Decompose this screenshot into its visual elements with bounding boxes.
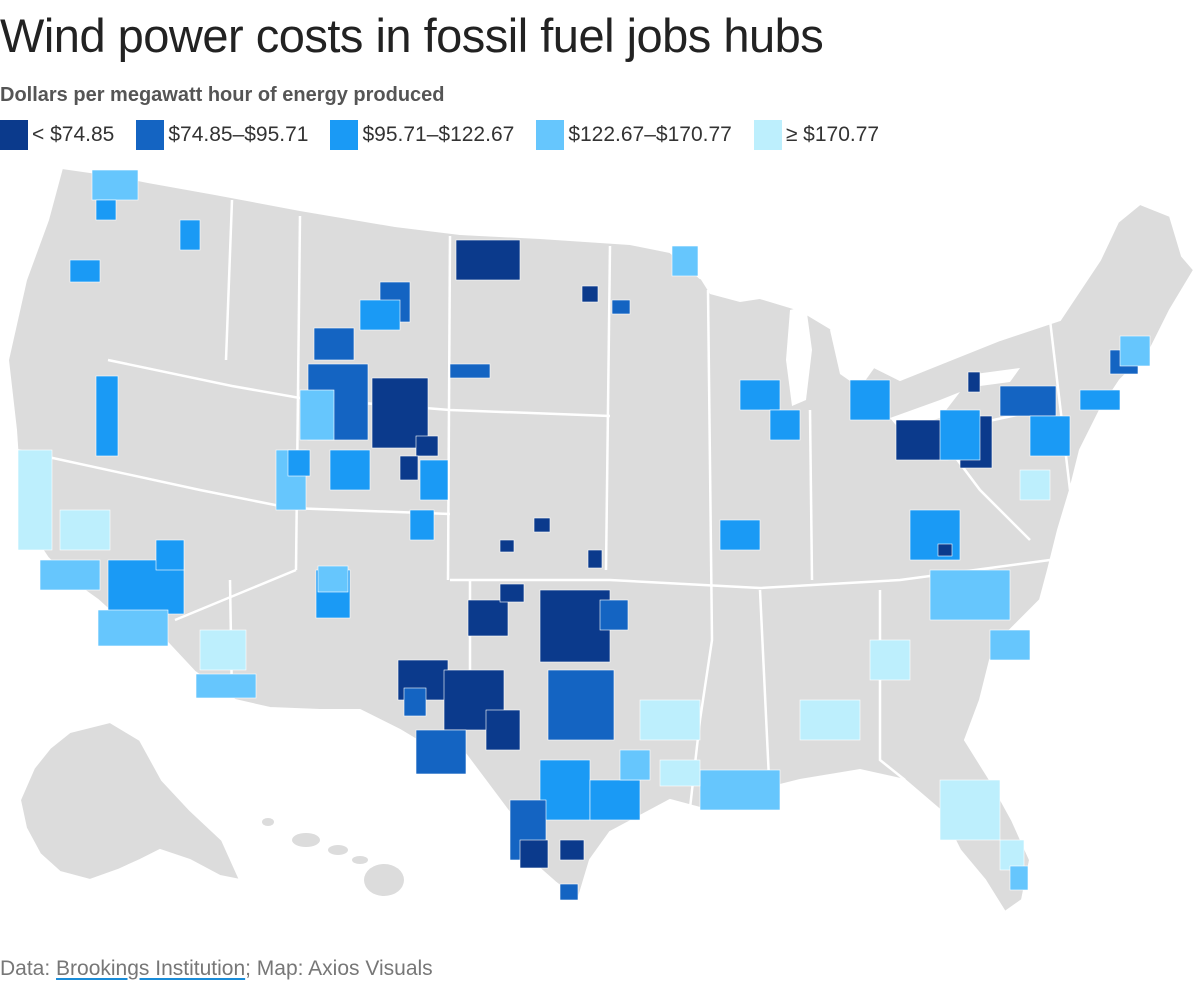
county-cluster (533, 517, 551, 533)
county-cluster (95, 199, 117, 221)
county-cluster (599, 599, 629, 631)
county-cluster (659, 759, 701, 787)
legend-label: < $74.85 (32, 123, 115, 146)
source-note: Data: Brookings Institution; Map: Axios … (0, 957, 433, 981)
county-cluster (419, 459, 449, 501)
county-cluster (485, 709, 521, 751)
alaska-outline (18, 720, 242, 882)
county-cluster (699, 769, 781, 811)
legend-item: ≥ $170.77 (753, 120, 880, 150)
source-suffix: ; Map: Axios Visuals (245, 957, 433, 980)
county-cluster (69, 259, 101, 283)
legend-item: $122.67–$170.77 (536, 120, 732, 150)
county-cluster (195, 673, 257, 699)
county-cluster (409, 509, 435, 541)
county-cluster (359, 299, 401, 331)
county-cluster (299, 389, 335, 441)
county-cluster (799, 699, 861, 741)
county-clusters (17, 169, 1151, 901)
county-cluster (95, 375, 119, 457)
legend-item: $95.71–$122.67 (330, 120, 514, 150)
source-link[interactable]: Brookings Institution (56, 957, 246, 980)
county-cluster (547, 669, 615, 741)
chart-subtitle: Dollars per megawatt hour of energy prod… (0, 84, 445, 106)
legend-item: < $74.85 (0, 120, 114, 150)
county-cluster (769, 409, 801, 441)
county-cluster (869, 639, 911, 681)
source-prefix: Data: (0, 957, 57, 980)
legend-swatch (136, 120, 165, 150)
county-cluster (519, 839, 549, 869)
county-cluster (719, 519, 761, 551)
county-cluster (611, 299, 631, 315)
legend: < $74.85 $74.85–$95.71 $95.71–$122.67 $1… (0, 118, 901, 152)
legend-label: $122.67–$170.77 (568, 123, 732, 146)
county-cluster (929, 569, 1011, 621)
legend-label: $74.85–$95.71 (168, 123, 309, 146)
county-cluster (499, 583, 525, 603)
county-cluster (17, 449, 53, 551)
county-cluster (939, 779, 1001, 841)
county-cluster (155, 539, 185, 571)
county-cluster (849, 379, 891, 421)
county-cluster (317, 565, 349, 593)
legend-label: ≥ $170.77 (785, 123, 880, 146)
legend-swatch (753, 120, 782, 150)
county-cluster (329, 449, 371, 491)
county-cluster (1019, 469, 1051, 501)
county-cluster (415, 435, 439, 457)
county-cluster (539, 759, 591, 821)
county-cluster (539, 589, 611, 663)
county-cluster (999, 839, 1025, 871)
map-svg (6, 166, 1196, 914)
county-cluster (589, 779, 641, 821)
county-cluster (671, 245, 699, 277)
legend-swatch (0, 120, 28, 150)
county-cluster (199, 629, 247, 671)
county-cluster (499, 539, 515, 553)
county-cluster (587, 549, 603, 569)
county-cluster (1009, 865, 1029, 891)
county-cluster (415, 729, 467, 775)
county-cluster (455, 239, 521, 281)
county-cluster (937, 543, 953, 557)
legend-swatch (536, 120, 565, 150)
hawaii-islands (262, 818, 404, 896)
county-cluster (1079, 389, 1121, 411)
county-cluster (619, 749, 651, 781)
chart-title: Wind power costs in fossil fuel jobs hub… (0, 9, 824, 62)
county-cluster (91, 169, 139, 201)
county-cluster (39, 559, 101, 591)
county-cluster (59, 509, 111, 551)
county-cluster (895, 419, 949, 461)
county-cluster (179, 219, 201, 251)
county-cluster (999, 385, 1057, 417)
county-cluster (467, 599, 509, 637)
county-cluster (909, 509, 961, 561)
great-lakes (700, 270, 1020, 430)
legend-label: $95.71–$122.67 (362, 123, 515, 146)
county-cluster (967, 371, 981, 393)
county-cluster (287, 449, 311, 477)
county-cluster (639, 699, 701, 741)
county-cluster (989, 629, 1031, 661)
county-cluster (403, 687, 427, 717)
county-cluster (1029, 415, 1071, 457)
legend-item: $74.85–$95.71 (136, 120, 308, 150)
county-cluster (399, 455, 419, 481)
county-cluster (449, 363, 491, 379)
legend-swatch (330, 120, 359, 150)
us-county-map (0, 160, 1200, 950)
county-cluster (1119, 335, 1151, 367)
county-cluster (559, 839, 585, 861)
county-cluster (581, 285, 599, 303)
county-cluster (559, 883, 579, 901)
county-cluster (97, 609, 169, 647)
county-cluster (739, 379, 781, 411)
county-cluster (313, 327, 355, 361)
county-cluster (939, 409, 981, 461)
